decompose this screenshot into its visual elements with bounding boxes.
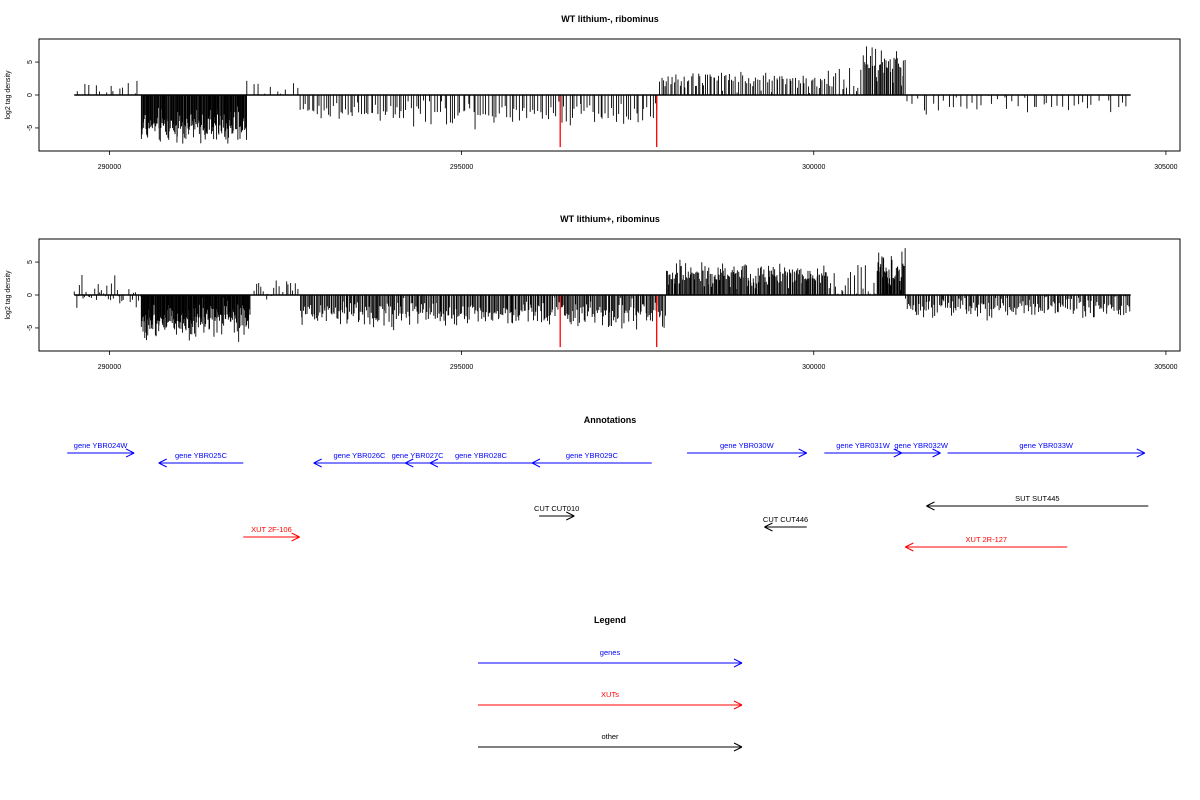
axes: 290000 295000 300000 305000 5 0 -5 [27,60,1178,171]
feature-label: gene YBR029C [566,451,619,460]
panel-lithium-plus: WT lithium+, ribominus log2 tag density … [5,214,1181,371]
density-bars [74,46,1131,148]
y-tick-label: -5 [27,325,34,331]
feature-arrow [947,448,1146,458]
legend-arrow [478,700,743,710]
feature-arrow [243,532,300,542]
feature-label: gene YBR027C [392,451,445,460]
x-tick-label: 300000 [802,364,825,371]
legend-items: genes XUTs other [478,648,743,752]
legend-arrow [478,658,743,668]
feature-arrow [429,458,533,468]
feature-arrow [67,448,135,458]
x-tick-label: 305000 [1154,164,1177,171]
legend-title: Legend [594,615,626,625]
x-tick-label: 295000 [450,364,473,371]
feature-label: gene YBR031W [836,441,891,450]
panel-title: WT lithium-, ribominus [561,14,659,24]
feature-label: gene YBR030W [720,441,775,450]
feature-label: XUT 2R-127 [966,535,1008,544]
feature-label: gene YBR026C [333,451,386,460]
y-tick-label: 0 [27,293,34,297]
feature-label: gene YBR032W [894,441,949,450]
feature-arrow [926,501,1149,511]
axes: 290000 295000 300000 305000 5 0 -5 [27,260,1178,371]
feature-label: gene YBR024W [74,441,129,450]
x-tick-label: 295000 [450,164,473,171]
y-tick-label: 5 [27,60,34,64]
feature-arrow [158,458,244,468]
feature-arrow [405,458,430,468]
feature-arrow [531,458,652,468]
x-tick-label: 290000 [98,164,121,171]
legend-label: genes [600,648,621,657]
feature-arrow [764,522,807,532]
feature-label: CUT CUT010 [534,504,579,513]
panel-lithium-minus: WT lithium-, ribominus log2 tag density … [5,14,1181,171]
legend-label: XUTs [601,690,619,699]
y-tick-label: 5 [27,260,34,264]
legend-label: other [601,732,619,741]
annotations-title: Annotations [584,415,637,425]
x-tick-label: 305000 [1154,364,1177,371]
feature-label: CUT CUT446 [763,515,808,524]
feature-label: gene YBR028C [455,451,508,460]
y-tick-label: 0 [27,93,34,97]
feature-label: XUT 2F-106 [251,525,292,534]
density-bars [73,248,1131,348]
feature-arrow [686,448,807,458]
y-tick-label: -5 [27,125,34,131]
legend: Legend genes XUTs other [478,615,743,752]
feature-label: gene YBR033W [1019,441,1074,450]
feature-arrow [539,511,575,521]
feature-arrow [905,542,1068,552]
feature-label: SUT SUT445 [1015,494,1059,503]
y-axis-label: log2 tag density [5,70,12,120]
legend-arrow [478,742,743,752]
x-tick-label: 300000 [802,164,825,171]
x-tick-label: 290000 [98,364,121,371]
feature-arrow [901,448,941,458]
y-axis-label: log2 tag density [5,270,12,320]
feature-arrow [824,448,903,458]
feature-arrow [313,458,406,468]
features: gene YBR024W gene YBR025C gene YBR026C gene… [67,441,1149,552]
feature-label: gene YBR025C [175,451,228,460]
panel-title: WT lithium+, ribominus [560,214,660,224]
